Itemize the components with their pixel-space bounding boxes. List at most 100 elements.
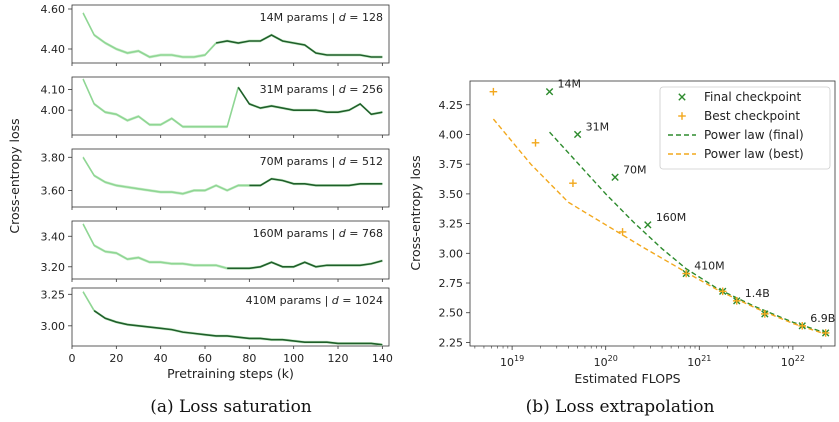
- panel-frame: [71, 220, 390, 280]
- final-checkpoint-point: [545, 88, 554, 96]
- model-size-annotation: 14M: [558, 78, 582, 91]
- panel-frame: [71, 76, 390, 136]
- plot-frame: [469, 80, 836, 347]
- saturation-panel-2: 4.00 4.10 31M params | d = 256: [41, 76, 390, 138]
- x-tick-label: 100: [283, 352, 304, 365]
- best-checkpoint-point: [798, 321, 807, 330]
- saturation-panel-5: 3.00 3.25 410M params | d = 1024: [41, 287, 390, 349]
- y-tick-label: 4.00: [439, 128, 464, 141]
- y-tick-label: 3.80: [41, 151, 66, 164]
- y-axis-label-b: Cross-entropy loss: [408, 155, 423, 270]
- x-tick-label: 1022: [781, 354, 805, 369]
- x-stroke: [678, 93, 686, 101]
- loss-line-late: [93, 310, 383, 346]
- y-tick-label: 3.20: [41, 261, 66, 274]
- panel-label: 410M params | d = 1024: [246, 294, 383, 307]
- x-tick-label: 1021: [687, 354, 711, 369]
- best-checkpoint-point: [489, 87, 498, 96]
- y-tick-label: 4.00: [41, 104, 66, 117]
- extrapolation-chart: 2.25 2.50 2.75 3.00 3.25 3.50 3.75 4.00 4.25 1019…: [439, 78, 836, 369]
- final-checkpoint-point: [611, 173, 619, 181]
- loss-line-early: [82, 12, 217, 58]
- y-tick-label: 3.75: [439, 158, 464, 171]
- panel-label: 31M params | d = 256: [260, 83, 383, 96]
- best-checkpoint-point: [569, 179, 577, 187]
- loss-line-late: [227, 259, 383, 270]
- x-tick-label: 40: [154, 352, 168, 365]
- model-size-annotation: 31M: [586, 120, 610, 133]
- panel-frame: [71, 4, 390, 64]
- x-axis-label: Pretraining steps (k): [167, 366, 294, 381]
- best-checkpoint-point: [821, 329, 830, 337]
- caption-a: (a) Loss saturation: [150, 397, 312, 417]
- x-tick-label: 80: [242, 352, 256, 365]
- y-tick-label: 3.60: [41, 184, 66, 197]
- loss-line-late: [215, 34, 383, 58]
- y-tick-label: 4.40: [41, 43, 66, 56]
- y-tick-label: 2.25: [439, 336, 464, 349]
- model-size-annotation: 160M: [656, 211, 687, 224]
- panel-label: 70M params | d = 512: [260, 155, 383, 168]
- caption-b: (b) Loss extrapolation: [526, 397, 715, 417]
- y-tick-label: 3.40: [41, 230, 66, 243]
- legend-label: Final checkpoint: [704, 90, 802, 104]
- x-tick-label: 1019: [500, 354, 524, 369]
- x-tick-label: 60: [198, 352, 212, 365]
- y-axis-label: Cross-entropy loss: [7, 118, 22, 233]
- x-stroke: [611, 173, 619, 181]
- loss-line-early: [82, 223, 228, 270]
- panel-frame: [71, 287, 390, 347]
- legend-label: Power law (final): [704, 128, 804, 142]
- y-tick-label: 3.00: [439, 247, 464, 260]
- best-checkpoint-point: [618, 228, 627, 236]
- model-size-annotation: 410M: [694, 260, 725, 273]
- best-checkpoint-point: [718, 287, 727, 296]
- model-size-annotation: 6.9B: [810, 312, 835, 325]
- y-tick-label: 4.25: [439, 99, 464, 112]
- panel-label: 160M params | d = 768: [253, 227, 383, 240]
- best-checkpoint-point: [531, 138, 540, 147]
- legend-box: [659, 86, 831, 170]
- x-stroke: [545, 88, 554, 96]
- legend-final-marker: [678, 93, 686, 101]
- saturation-panel-4: 3.20 3.40 160M params | d = 768: [41, 220, 390, 282]
- y-tick-label: 3.00: [41, 320, 66, 333]
- panel-label: 14M params | d = 128: [260, 11, 383, 24]
- x-tick-label: 20: [109, 352, 123, 365]
- final-checkpoint-point: [644, 221, 652, 229]
- loss-line-early: [82, 156, 250, 195]
- x-stroke: [573, 130, 582, 139]
- loss-line-late: [249, 177, 383, 187]
- legend-label: Best checkpoint: [704, 109, 800, 123]
- x-axis-label-b: Estimated FLOPS: [574, 371, 680, 386]
- best-checkpoint-point: [732, 297, 741, 305]
- model-size-annotation: 70M: [623, 163, 647, 176]
- power-law-best-line: [492, 118, 826, 335]
- best-checkpoint-point: [761, 310, 769, 318]
- model-size-annotation: 1.4B: [745, 287, 770, 300]
- legend-label: Power law (best): [704, 147, 804, 161]
- loss-line-early: [82, 291, 95, 312]
- saturation-panel-1: 4.40 4.60 14M params | d = 128: [41, 3, 390, 66]
- x-tick-label: 140: [372, 352, 393, 365]
- best-checkpoint-point: [682, 269, 690, 278]
- x-tick-label: 120: [328, 352, 349, 365]
- y-tick-label: 4.60: [41, 3, 66, 16]
- y-tick-label: 2.50: [439, 307, 464, 320]
- y-tick-label: 3.25: [41, 288, 66, 301]
- final-checkpoint-point: [573, 130, 582, 139]
- x-stroke: [644, 221, 652, 229]
- x-tick-label: 0: [69, 352, 76, 365]
- y-tick-label: 3.25: [439, 218, 464, 231]
- legend: Final checkpoint Best checkpoint Power law…: [659, 86, 831, 170]
- x-tick-label: 1020: [594, 354, 618, 369]
- y-tick-label: 4.10: [41, 83, 66, 96]
- loss-line-late: [237, 86, 383, 116]
- panel-frame: [71, 148, 390, 208]
- y-tick-label: 3.50: [439, 188, 464, 201]
- legend-best-marker: [678, 112, 686, 120]
- y-tick-label: 2.75: [439, 277, 464, 290]
- saturation-panel-3: 3.60 3.80 70M params | d = 512: [41, 148, 390, 210]
- power-law-final-line: [549, 131, 826, 334]
